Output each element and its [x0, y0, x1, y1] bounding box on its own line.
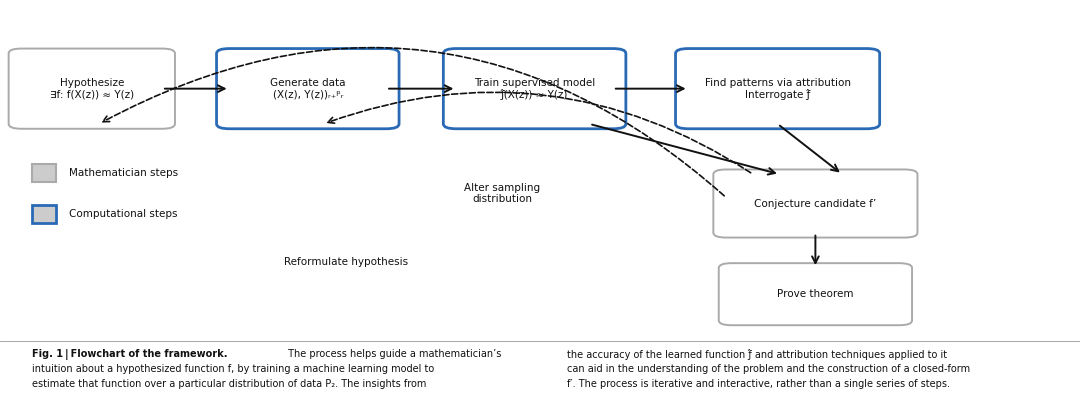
- Text: Conjecture candidate f’: Conjecture candidate f’: [754, 199, 877, 208]
- FancyBboxPatch shape: [443, 49, 625, 129]
- Text: (X(z), Y(z))ᵣ₊ᵖᵣ: (X(z), Y(z))ᵣ₊ᵖᵣ: [272, 89, 343, 99]
- Text: the accuracy of the learned function ƒ̂ and attribution techniques applied to it: the accuracy of the learned function ƒ̂ …: [567, 349, 947, 359]
- FancyBboxPatch shape: [216, 49, 399, 129]
- FancyBboxPatch shape: [9, 49, 175, 129]
- Text: Generate data: Generate data: [270, 78, 346, 88]
- Text: ƒ̂(X(z)) ≈ Y(z): ƒ̂(X(z)) ≈ Y(z): [501, 89, 568, 100]
- Text: Fig. 1 | Flowchart of the framework.: Fig. 1 | Flowchart of the framework.: [32, 349, 228, 359]
- FancyBboxPatch shape: [676, 49, 879, 129]
- Text: Alter sampling
distribution: Alter sampling distribution: [464, 183, 540, 204]
- Text: Find patterns via attribution: Find patterns via attribution: [704, 78, 851, 88]
- Text: Mathematician steps: Mathematician steps: [69, 168, 178, 178]
- FancyBboxPatch shape: [32, 205, 56, 222]
- Text: Train supervised model: Train supervised model: [474, 78, 595, 88]
- Text: Prove theorem: Prove theorem: [778, 289, 853, 299]
- Text: Computational steps: Computational steps: [69, 209, 177, 218]
- FancyBboxPatch shape: [713, 170, 917, 238]
- FancyBboxPatch shape: [32, 164, 56, 182]
- Text: Reformulate hypothesis: Reformulate hypothesis: [284, 257, 407, 267]
- Text: estimate that function over a particular distribution of data P₂. The insights f: estimate that function over a particular…: [32, 379, 427, 389]
- Text: Interrogate ƒ̂: Interrogate ƒ̂: [745, 89, 810, 100]
- Text: Hypothesize: Hypothesize: [59, 78, 124, 88]
- Text: can aid in the understanding of the problem and the construction of a closed-for: can aid in the understanding of the prob…: [567, 364, 970, 374]
- Text: The process helps guide a mathematician’s: The process helps guide a mathematician’…: [285, 349, 501, 359]
- Text: f′. The process is iterative and interactive, rather than a single series of ste: f′. The process is iterative and interac…: [567, 379, 950, 389]
- Text: ∃f: f(X(z)) ≈ Y(z): ∃f: f(X(z)) ≈ Y(z): [50, 89, 134, 99]
- FancyBboxPatch shape: [719, 263, 913, 325]
- Text: intuition about a hypothesized function f, by training a machine learning model : intuition about a hypothesized function …: [32, 364, 434, 374]
